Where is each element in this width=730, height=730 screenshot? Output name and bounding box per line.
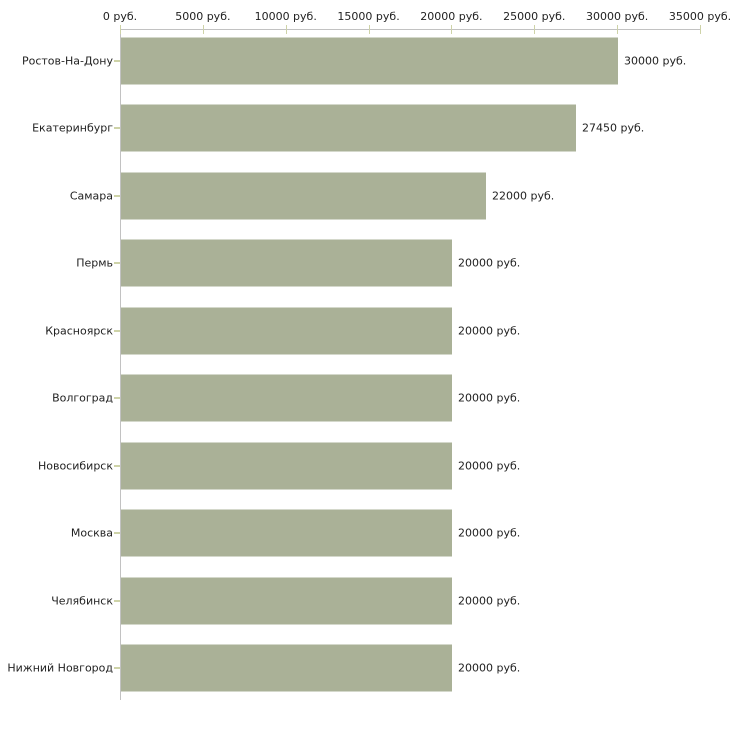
category-label: Пермь — [76, 256, 113, 270]
x-tick-mark — [534, 25, 536, 34]
x-tick-label: 25000 руб. — [503, 10, 566, 23]
category-label: Красноярск — [45, 324, 113, 338]
x-tick-mark — [202, 25, 204, 34]
bar — [121, 239, 452, 287]
bar — [121, 442, 452, 490]
value-label: 20000 руб. — [458, 594, 521, 608]
category-tick-mark — [114, 262, 120, 265]
category-label: Челябинск — [51, 594, 113, 608]
category-tick-mark — [114, 59, 120, 62]
category-tick-mark — [114, 532, 120, 535]
x-tick-label: 35000 руб. — [668, 10, 730, 23]
x-tick-label: 5000 руб. — [175, 10, 231, 23]
value-label: 20000 руб. — [458, 526, 521, 540]
x-tick-mark — [285, 25, 287, 34]
category-label: Волгоград — [52, 391, 113, 405]
x-tick-mark — [451, 25, 453, 34]
bar — [121, 577, 452, 625]
x-tick-mark — [120, 25, 121, 34]
value-label: 20000 руб. — [458, 256, 521, 270]
value-label: 20000 руб. — [458, 459, 521, 473]
x-tick-label: 15000 руб. — [337, 10, 400, 23]
category-tick-mark — [114, 599, 120, 602]
category-label: Новосибирск — [37, 459, 113, 473]
bar — [121, 509, 452, 557]
category-label: Ростов-На-Дону — [21, 54, 113, 67]
value-label: 30000 руб. — [624, 54, 687, 67]
category-label: Москва — [70, 526, 113, 540]
category-tick-mark — [114, 194, 120, 197]
category-label: Самара — [69, 189, 113, 203]
bar — [121, 374, 452, 422]
bar — [121, 104, 576, 152]
category-label: Нижний Новгород — [7, 661, 113, 675]
category-tick-mark — [114, 397, 120, 400]
value-label: 20000 руб. — [458, 661, 521, 675]
category-tick-mark — [114, 667, 120, 670]
y-axis-line — [120, 29, 121, 700]
x-tick-label: 20000 руб. — [420, 10, 483, 23]
bar — [121, 644, 452, 692]
x-tick-mark — [617, 25, 619, 34]
bar — [121, 307, 452, 355]
x-tick-mark — [700, 25, 701, 34]
value-label: 20000 руб. — [458, 391, 521, 405]
category-tick-mark — [114, 464, 120, 467]
x-tick-label: 30000 руб. — [586, 10, 649, 23]
x-tick-mark — [368, 25, 370, 34]
category-label: Екатеринбург — [32, 121, 113, 135]
value-label: 20000 руб. — [458, 324, 521, 338]
x-axis-line — [120, 29, 701, 30]
x-tick-label: 10000 руб. — [254, 10, 317, 23]
bar — [121, 37, 618, 84]
value-label: 22000 руб. — [492, 189, 555, 203]
x-tick-label: 0 руб. — [102, 10, 138, 23]
category-tick-mark — [114, 127, 120, 130]
category-tick-mark — [114, 329, 120, 332]
bar — [121, 172, 486, 220]
value-label: 27450 руб. — [582, 121, 645, 135]
